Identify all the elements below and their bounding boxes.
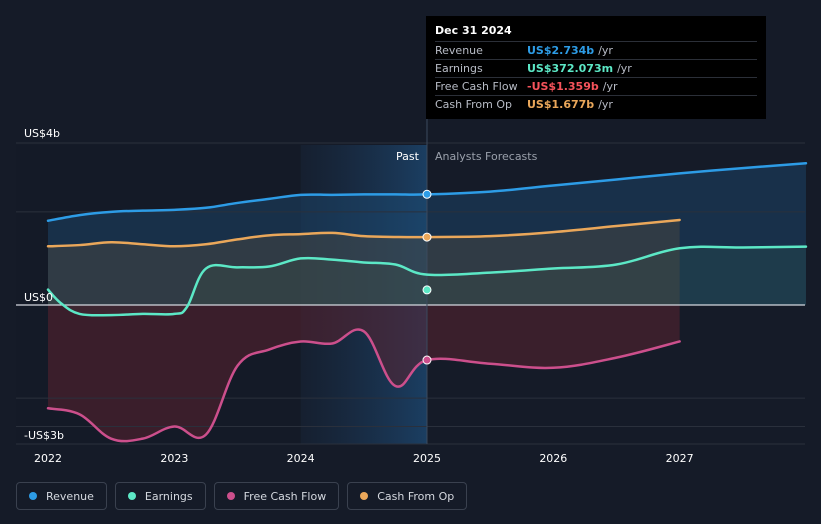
legend-dot-icon (226, 492, 235, 500)
tooltip-value: -US$1.359b (527, 80, 599, 93)
legend-item-cash-from-op[interactable]: Cash From Op (347, 482, 468, 510)
y-tick-label: -US$3b (24, 429, 64, 442)
tooltip-unit: /yr (598, 98, 613, 111)
legend-label: Earnings (144, 489, 193, 503)
x-tick-label: 2022 (34, 452, 62, 465)
x-tick-label: 2027 (666, 452, 694, 465)
tooltip-unit: /yr (602, 80, 618, 93)
x-tick-label: 2023 (160, 452, 188, 465)
tooltip-unit: /yr (598, 44, 613, 57)
tooltip-row-free-cash-flow: Free Cash Flow -US$1.359b /yr (435, 77, 757, 95)
tooltip-label: Free Cash Flow (435, 80, 518, 93)
legend-item-earnings[interactable]: Earnings (114, 482, 206, 510)
series-area-free-cash-flow (48, 305, 680, 442)
tooltip-label: Earnings (435, 62, 483, 75)
tooltip-unit: /yr (617, 62, 632, 75)
tooltip-row-cash-from-op: Cash From Op US$1.677b /yr (435, 95, 757, 113)
tooltip-value: US$1.677b (527, 98, 595, 111)
tooltip-row-earnings: Earnings US$372.073m /yr (435, 59, 757, 77)
y-tick-label: US$0 (24, 291, 53, 304)
y-tick-label: US$4b (24, 127, 60, 140)
x-tick-label: 2024 (287, 452, 315, 465)
legend: Revenue Earnings Free Cash Flow Cash Fro… (16, 482, 468, 512)
tooltip: Dec 31 2024 Revenue US$2.734b /yr Earnin… (426, 16, 766, 119)
tooltip-date: Dec 31 2024 (435, 24, 512, 37)
legend-dot-icon (29, 492, 37, 500)
x-tick-label: 2026 (539, 452, 567, 465)
legend-dot-icon (127, 492, 136, 500)
legend-label: Cash From Op (377, 489, 455, 503)
series-line-free-cash-flow (46, 328, 681, 443)
legend-label: Revenue (46, 489, 94, 503)
tooltip-value: US$372.073m (527, 62, 614, 75)
tooltip-label: Revenue (435, 44, 483, 57)
series-line-revenue (46, 162, 808, 223)
legend-dot-icon (360, 492, 369, 500)
legend-label: Free Cash Flow (243, 489, 327, 503)
highlight-point (422, 285, 432, 295)
highlight-point (422, 232, 432, 242)
legend-item-revenue[interactable]: Revenue (16, 482, 107, 510)
tooltip-row-revenue: Revenue US$2.734b /yr (435, 41, 757, 59)
past-label: Past (396, 150, 420, 163)
legend-item-free-cash-flow[interactable]: Free Cash Flow (213, 482, 340, 510)
tooltip-label: Cash From Op (435, 98, 513, 111)
highlight-point (422, 189, 432, 199)
highlight-point (422, 355, 432, 365)
forecast-label: Analysts Forecasts (435, 150, 538, 163)
x-tick-label: 2025 (413, 452, 441, 465)
series-line-earnings (46, 245, 808, 317)
tooltip-value: US$2.734b (527, 44, 595, 57)
series-line-cash-from-op (46, 218, 681, 248)
